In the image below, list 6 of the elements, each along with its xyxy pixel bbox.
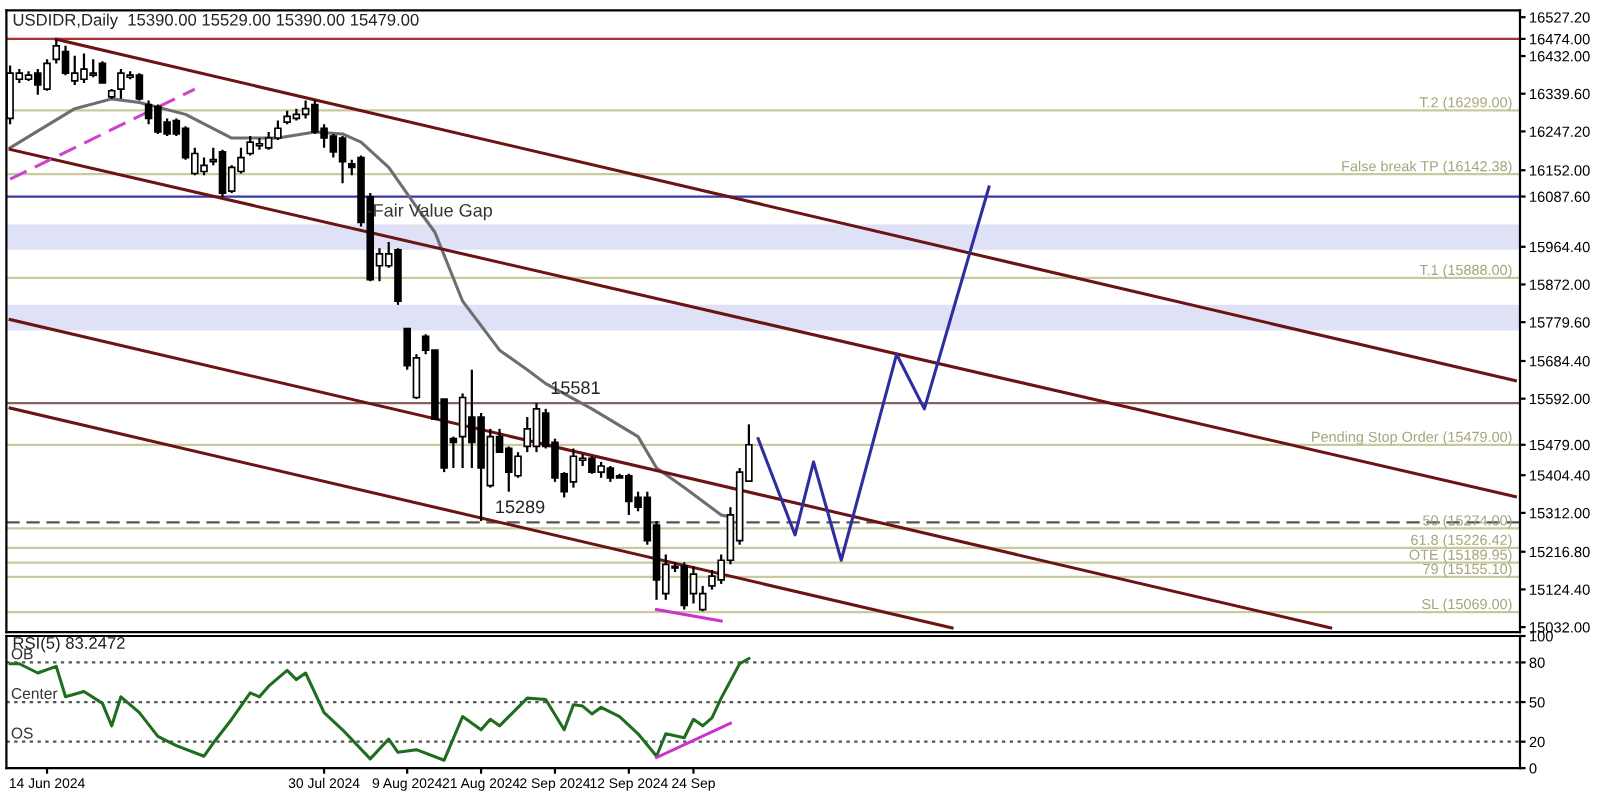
candlestick — [338, 134, 347, 185]
candlestick — [523, 415, 532, 454]
chart-title: RSI(5) 83.2472 — [13, 636, 125, 653]
line-series — [8, 656, 751, 762]
annotation: 15289 — [496, 500, 545, 514]
chart-title: USDIDR,Daily 15390.00 15529.00 15390.00 15479.00 — [13, 13, 419, 29]
